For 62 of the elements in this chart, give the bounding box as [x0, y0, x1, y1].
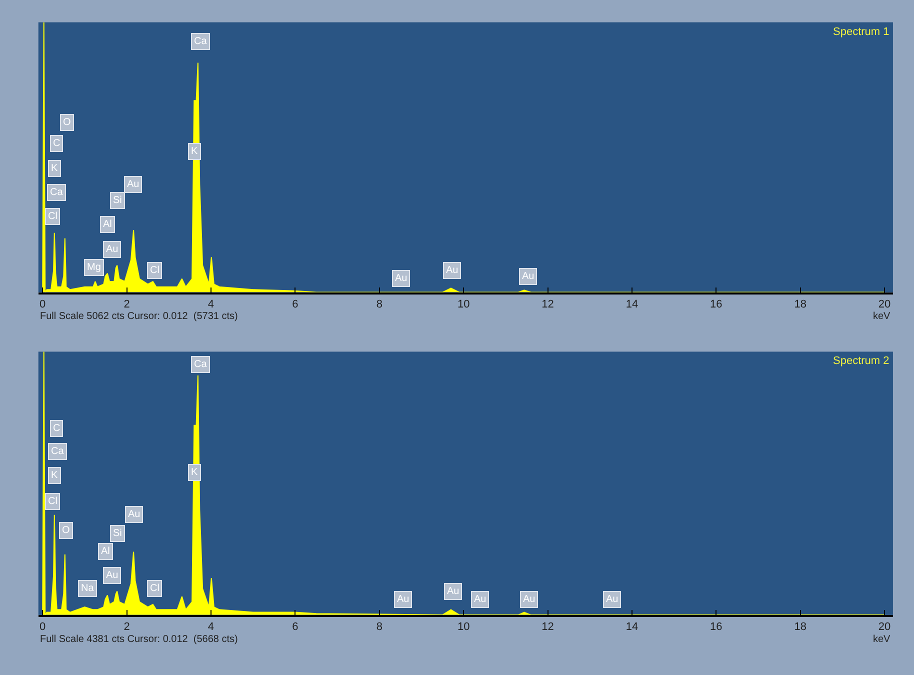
annotation: Ca [50, 187, 64, 198]
annotation: Au [106, 570, 118, 581]
annotation: Au [522, 271, 534, 282]
annotation: Cl [150, 583, 160, 594]
x-tick-label: 2 [124, 298, 130, 310]
annotation: Au [523, 594, 536, 605]
annotation: Si [113, 528, 122, 539]
x-tick-label: 8 [376, 621, 382, 634]
annotation: O [62, 525, 70, 536]
annotation: Au [395, 273, 408, 284]
x-tick-label: 16 [710, 298, 722, 310]
annotation: C [53, 423, 60, 434]
x-tick-label: 18 [794, 621, 806, 634]
x-tick-label: 8 [376, 298, 382, 310]
annotation: Au [128, 509, 140, 520]
text: Full Scale 4381 cts Cursor: 0.012 (5668 cts) [40, 634, 238, 645]
annotation: K [191, 467, 198, 478]
annotation: K [191, 146, 198, 157]
x-tick-label: 6 [292, 298, 298, 310]
annotation: Au [474, 594, 486, 605]
x-tick-label: 14 [626, 298, 638, 310]
x-tick-label: 6 [292, 621, 298, 634]
annotation: Na [81, 583, 94, 594]
x-tick-label: 4 [208, 298, 214, 310]
x-axis-title: keV [873, 634, 891, 645]
annotation: Cl [150, 265, 160, 276]
annotation: C [53, 138, 60, 149]
x-tick-label: 14 [626, 621, 638, 634]
x-tick-label: 20 [878, 621, 891, 634]
x-tick-label: 12 [542, 298, 554, 310]
annotation: Au [447, 586, 460, 597]
annotation: K [51, 163, 58, 174]
x-tick-label: 10 [457, 621, 470, 634]
chart-title: Spectrum 2 [833, 355, 890, 367]
x-tick-label: 16 [710, 621, 722, 634]
x-tick-label: 12 [542, 621, 554, 634]
chart-title: Spectrum 1 [833, 26, 890, 38]
annotation: Au [397, 594, 410, 605]
annotation: Ca [51, 446, 64, 457]
x-tick-label: 0 [40, 298, 46, 310]
annotation: Cl [48, 496, 58, 507]
annotation: Au [127, 179, 140, 190]
annotation: Au [106, 244, 118, 255]
annotation: Ca [194, 36, 208, 47]
annotation: Mg [87, 262, 101, 273]
x-tick-label: 20 [878, 298, 891, 310]
text: Full Scale 5062 cts Cursor: 0.012 (5731 cts) [40, 311, 238, 322]
x-tick-label: 10 [457, 298, 470, 310]
x-tick-label: 0 [40, 621, 46, 634]
x-axis-title: keV [873, 311, 891, 322]
annotation: Al [103, 219, 112, 230]
annotation: Al [101, 546, 110, 557]
annotation: Ca [194, 359, 208, 370]
annotation: Cl [48, 211, 58, 222]
annotation: O [63, 117, 71, 128]
x-tick-label: 4 [208, 621, 214, 634]
x-tick-label: 18 [794, 298, 806, 310]
annotation: Au [606, 594, 618, 605]
x-tick-label: 2 [124, 621, 130, 634]
annotation: Si [113, 195, 122, 206]
annotation: K [51, 470, 58, 481]
annotation: Au [446, 265, 458, 276]
